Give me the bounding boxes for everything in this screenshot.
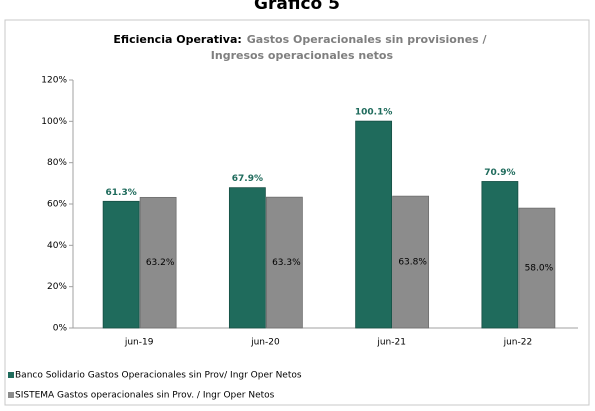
bar	[265, 196, 303, 329]
y-tick-label: 20%	[47, 282, 67, 292]
y-tick-label: 80%	[47, 158, 67, 168]
y-tick-label: 100%	[41, 117, 67, 127]
x-tick-label: jun-20	[250, 338, 280, 348]
data-label: 70.9%	[484, 168, 515, 178]
data-label: 67.9%	[232, 174, 263, 184]
bar	[355, 120, 393, 329]
y-tick-label: 40%	[47, 241, 67, 251]
legend-swatch	[8, 392, 14, 398]
page-heading: Gráfico 5	[254, 0, 340, 14]
legend-label: Banco Solidario Gastos Operacionales sin…	[15, 371, 302, 381]
bar	[481, 181, 519, 329]
data-label: 58.0%	[525, 264, 554, 274]
chart-title: Eficiencia Operativa:	[113, 33, 241, 46]
x-tick-label: jun-21	[376, 338, 406, 348]
chart-frame	[4, 19, 590, 406]
data-label: 61.3%	[106, 188, 137, 198]
x-tick-label: jun-22	[503, 338, 533, 348]
bar	[139, 196, 177, 329]
bar	[392, 195, 430, 329]
chart-subtitle: Gastos Operacionales sin provisiones / I…	[207, 33, 488, 62]
bar	[102, 200, 140, 329]
y-tick-label: 0%	[53, 324, 68, 334]
data-label: 63.2%	[146, 258, 175, 268]
bar	[228, 187, 266, 329]
data-label: 63.3%	[272, 258, 301, 268]
y-tick-label: 120%	[41, 76, 67, 86]
data-label: 100.1%	[355, 108, 393, 118]
y-tick-label: 60%	[47, 200, 67, 210]
legend-swatch	[8, 372, 14, 378]
legend-label: SISTEMA Gastos operacionales sin Prov. /…	[15, 391, 275, 401]
x-tick-label: jun-19	[124, 338, 154, 348]
bar	[518, 207, 556, 329]
data-label: 63.8%	[398, 258, 427, 268]
